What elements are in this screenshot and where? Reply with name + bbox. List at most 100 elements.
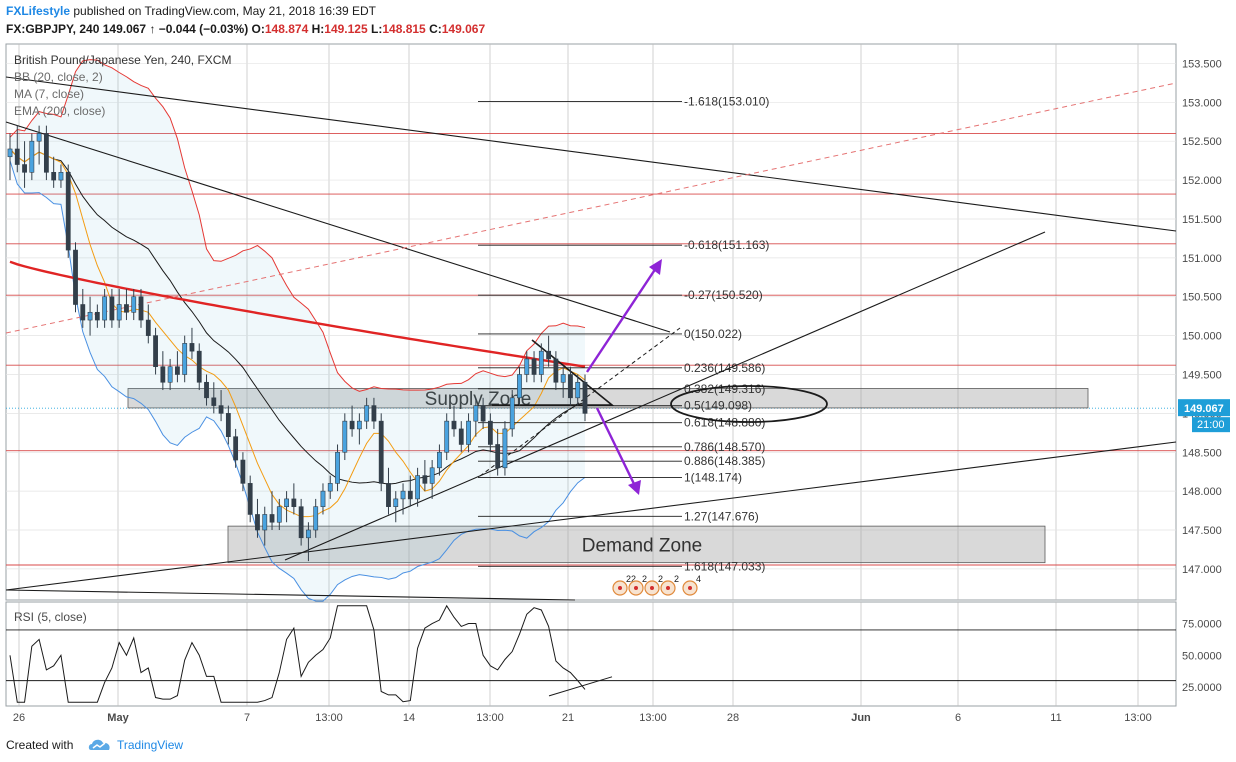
candle-body bbox=[262, 514, 268, 531]
event-marker-count: 2 bbox=[658, 574, 663, 584]
rsi-pane[interactable] bbox=[5, 601, 1177, 707]
candle-body bbox=[43, 133, 49, 173]
time-axis-tick: 26 bbox=[13, 712, 25, 724]
candle-body bbox=[291, 498, 297, 507]
candle-body bbox=[327, 483, 333, 492]
price-axis-tick: 153.500 bbox=[1182, 58, 1222, 70]
candle-body bbox=[175, 366, 180, 375]
fib-level-label: 0(150.022) bbox=[684, 327, 742, 341]
price-chart[interactable]: Supply ZoneDemand Zone -1.618(153.010)-0… bbox=[0, 40, 1236, 730]
candle-body bbox=[51, 172, 57, 181]
candle-body bbox=[276, 506, 282, 523]
event-marker-dot bbox=[688, 586, 692, 590]
fib-level-label: 0.786(148.570) bbox=[684, 440, 765, 454]
event-markers[interactable]: 22 2 2 2 4 bbox=[612, 574, 701, 596]
candle-body bbox=[386, 483, 391, 507]
symbol-line: FX:GBPJPY, 240 149.067 ↑ −0.044 (−0.03%)… bbox=[6, 22, 486, 36]
indicator-label: MA (7, close) bbox=[14, 87, 84, 101]
author-link[interactable]: FXLifestyle bbox=[6, 4, 71, 18]
chart-legend: British Pound/Japanese Yen, 240, FXCM BB … bbox=[14, 53, 231, 118]
candle-body bbox=[378, 420, 384, 484]
candle-body bbox=[306, 529, 311, 539]
tradingview-link[interactable]: TradingView bbox=[117, 738, 184, 752]
rsi-axis-tick: 25.0000 bbox=[1182, 682, 1222, 694]
event-marker-dot bbox=[634, 586, 638, 590]
candle-body bbox=[458, 428, 464, 445]
candle-body bbox=[153, 335, 158, 368]
candle-body bbox=[255, 514, 260, 531]
price-axis-tick: 148.000 bbox=[1182, 486, 1222, 498]
candle-body bbox=[531, 358, 537, 375]
grid-lines bbox=[6, 44, 1176, 706]
ohlc-close: 149.067 bbox=[441, 22, 486, 36]
candle-body bbox=[269, 514, 275, 523]
candle-body bbox=[320, 490, 326, 507]
ohlc-low: 148.815 bbox=[382, 22, 426, 36]
candle-body bbox=[196, 350, 202, 383]
chart-title: British Pound/Japanese Yen, 240, FXCM bbox=[14, 53, 231, 67]
candle-body bbox=[568, 374, 573, 399]
ohlc-open: 148.874 bbox=[264, 22, 309, 36]
indicator-label: EMA (200, close) bbox=[14, 104, 105, 118]
candle-body bbox=[211, 397, 217, 406]
event-marker-dot bbox=[666, 586, 670, 590]
time-axis-tick: 28 bbox=[727, 712, 739, 724]
candle-body bbox=[87, 311, 93, 321]
fib-level-label: -1.618(153.010) bbox=[684, 95, 769, 109]
candle-body bbox=[73, 249, 78, 305]
candle-body bbox=[14, 148, 20, 165]
price-axis-tick: 150.500 bbox=[1182, 292, 1222, 304]
trendline-upper bbox=[5, 76, 1177, 232]
rsi-axis-tick: 50.0000 bbox=[1182, 650, 1222, 662]
current-price-tag bbox=[1178, 399, 1230, 417]
candle-body bbox=[247, 483, 253, 515]
time-axis-tick: 14 bbox=[403, 712, 415, 724]
trendline-lower bbox=[5, 441, 1177, 591]
tradingview-cloud-icon[interactable] bbox=[88, 738, 112, 752]
event-marker-count: 4 bbox=[696, 574, 701, 584]
trendline-base bbox=[5, 589, 576, 601]
time-axis-tick: Jun bbox=[851, 712, 871, 724]
candle-body bbox=[422, 475, 428, 484]
time-axis-tick: 6 bbox=[955, 712, 961, 724]
time-axis-tick: 13:00 bbox=[476, 712, 504, 724]
candle-body bbox=[502, 428, 508, 469]
candle-body bbox=[109, 296, 115, 321]
candle-body bbox=[517, 374, 522, 399]
candle-body bbox=[364, 405, 370, 422]
price-axis-tick: 152.000 bbox=[1182, 175, 1222, 187]
trend-lines bbox=[5, 76, 1177, 601]
candle-body bbox=[225, 413, 231, 437]
created-with-label: Created with bbox=[6, 738, 74, 752]
rsi-trendline bbox=[548, 676, 613, 697]
candle-body bbox=[102, 296, 108, 321]
candle-body bbox=[393, 498, 399, 507]
candle-body bbox=[298, 506, 304, 539]
bearish-arrow bbox=[595, 407, 638, 489]
price-axis[interactable]: 153.500 153.000 152.500 152.000 151.500 151.0… bbox=[1178, 58, 1230, 576]
candle-body bbox=[313, 506, 319, 531]
price-axis-tick: 151.000 bbox=[1182, 253, 1222, 265]
ema-200-line bbox=[9, 260, 586, 368]
candle-body bbox=[429, 467, 435, 484]
candle-body bbox=[524, 358, 530, 375]
candle-body bbox=[487, 420, 493, 445]
time-axis-tick: 11 bbox=[1050, 712, 1061, 724]
candle-body bbox=[36, 133, 42, 142]
red-dashed-channel bbox=[5, 82, 1177, 334]
main-pane[interactable] bbox=[5, 43, 1177, 601]
candle-body bbox=[582, 381, 588, 414]
countdown-tag bbox=[1192, 417, 1230, 433]
zone-label: Demand Zone bbox=[582, 535, 702, 556]
price-change: ↑ −0.044 (−0.03%) bbox=[149, 22, 249, 36]
candle-body bbox=[538, 350, 544, 375]
event-marker-count: 22 bbox=[626, 574, 636, 584]
time-axis-tick: 13:00 bbox=[1124, 712, 1152, 724]
bearish-arrowhead bbox=[628, 480, 641, 495]
price-axis-tick: 150.000 bbox=[1182, 331, 1222, 343]
indicator-label: BB (20, close, 2) bbox=[14, 70, 103, 84]
candle-body bbox=[94, 311, 100, 321]
time-axis[interactable]: 26 May 7 13:00 14 13:00 21 13:00 28 Jun 6 11 13:00 bbox=[13, 712, 1152, 724]
price-axis-tick: 151.500 bbox=[1182, 214, 1222, 226]
candle-body bbox=[167, 366, 173, 383]
